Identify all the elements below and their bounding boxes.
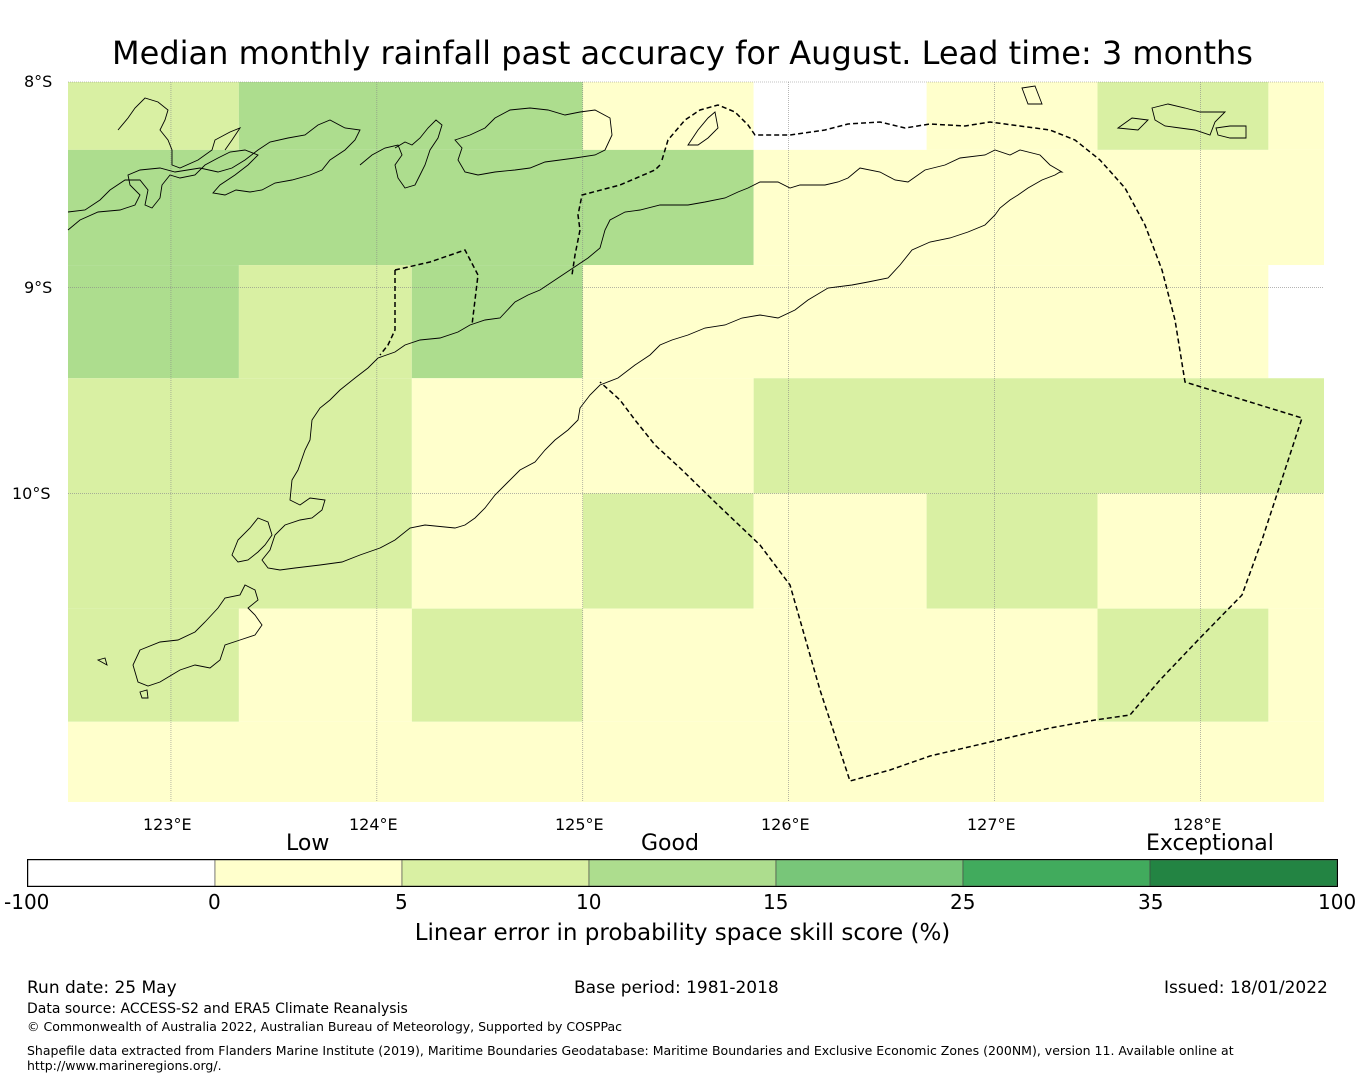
map-title: Median monthly rainfall past accuracy fo…: [112, 34, 1253, 72]
lat-label: 9°S: [24, 278, 53, 297]
small-island-2: [1116, 117, 1149, 131]
base-period: Base period: 1981-2018: [574, 978, 779, 998]
eez-line-2: [599, 104, 1303, 782]
colorbar-swatch: [1149, 859, 1338, 887]
eez-line-3: [379, 270, 396, 356]
colorbar-category-exceptional: Exceptional: [1146, 831, 1274, 856]
colorbar-tick: 5: [395, 890, 408, 914]
data-source: Data source: ACCESS-S2 and ERA5 Climate …: [27, 1001, 408, 1017]
shapefile-url: http://www.marineregions.org/.: [27, 1058, 222, 1073]
sw-island-coast: [132, 584, 263, 687]
issued-date: Issued: 18/01/2022: [1164, 978, 1328, 998]
lat-label: 10°S: [12, 484, 51, 503]
wetar-coast: [687, 111, 719, 146]
timor-coast: [261, 149, 1064, 571]
skill-cell: [68, 149, 754, 266]
skill-cell: [753, 82, 927, 150]
skill-cell: [238, 82, 583, 150]
copyright-notice: © Commonwealth of Australia 2022, Austra…: [27, 1019, 622, 1034]
north-islands-coast-4: [454, 107, 613, 176]
skill-cell: [1097, 608, 1269, 722]
colorbar-swatch: [401, 859, 590, 887]
colorbar-swatch: [27, 859, 216, 887]
skill-cell: [68, 721, 1324, 802]
north-islands-coast: [67, 119, 361, 231]
skill-cell: [753, 149, 1324, 266]
colorbar-swatch: [214, 859, 403, 887]
colorbar-tick: 15: [763, 890, 789, 914]
skill-cell: [582, 608, 1098, 722]
skill-cell: [68, 378, 412, 494]
skill-cell: [753, 493, 927, 609]
skill-cell: [68, 608, 239, 722]
colorbar-swatch: [775, 859, 964, 887]
lon-label: 124°E: [349, 815, 398, 834]
skill-cell: [238, 265, 412, 379]
colorbar-swatches: [27, 859, 1338, 887]
skill-cell: [1268, 608, 1324, 722]
colorbar: [27, 859, 1338, 887]
colorbar-category-low: Low: [286, 831, 330, 856]
small-island-1: [1021, 85, 1043, 105]
north-islands-coast-2: [117, 97, 242, 169]
shapefile-credit: Shapefile data extracted from Flanders M…: [27, 1043, 1234, 1058]
colorbar-frame: [27, 859, 1338, 887]
skill-cell: [1268, 82, 1324, 150]
colorbar-label: Linear error in probability space skill …: [414, 920, 951, 946]
skill-grid: [68, 82, 1324, 802]
skill-cell: [1097, 493, 1324, 609]
skill-cell: [411, 265, 583, 379]
skill-cell: [68, 82, 239, 150]
skill-cell: [411, 608, 583, 722]
colorbar-tick: 100: [1318, 890, 1357, 914]
skill-cell: [238, 608, 412, 722]
rote-coast: [231, 517, 273, 563]
skill-cell: [926, 493, 1098, 609]
lon-label: 123°E: [143, 815, 192, 834]
lon-label: 128°E: [1173, 815, 1222, 834]
skill-cell: [582, 82, 754, 150]
colorbar-tick: 35: [1138, 890, 1164, 914]
colorbar-tick: 25: [950, 890, 976, 914]
skill-cell: [753, 378, 1324, 494]
small-island-4: [1215, 125, 1247, 139]
colorbar-swatch: [962, 859, 1151, 887]
north-islands-coast-3: [359, 119, 443, 189]
lon-label: 125°E: [555, 815, 604, 834]
colorbar-tick: -100: [4, 890, 50, 914]
small-island-3: [1151, 103, 1227, 136]
coastline: [67, 85, 1247, 699]
colorbar-category-good: Good: [641, 831, 699, 856]
run-date: Run date: 25 May: [27, 978, 177, 998]
skill-cell: [68, 265, 239, 379]
skill-cell: [1097, 82, 1269, 150]
skill-cell: [68, 493, 412, 609]
lon-label: 126°E: [761, 815, 810, 834]
colorbar-tick: 10: [576, 890, 602, 914]
colorbar-tick: 0: [208, 890, 221, 914]
skill-cell: [582, 265, 1269, 379]
eez-boundary: [379, 104, 1303, 782]
skill-cell: [926, 82, 1098, 150]
skill-cell: [411, 493, 583, 609]
lon-label: 127°E: [967, 815, 1016, 834]
skill-cell: [1268, 265, 1324, 379]
colorbar-swatch: [588, 859, 777, 887]
eez-line-4: [394, 249, 479, 326]
sw-small-1: [96, 657, 108, 666]
lat-label: 8°S: [24, 72, 53, 91]
graticule: [68, 81, 1324, 802]
sw-small-2: [139, 689, 149, 699]
